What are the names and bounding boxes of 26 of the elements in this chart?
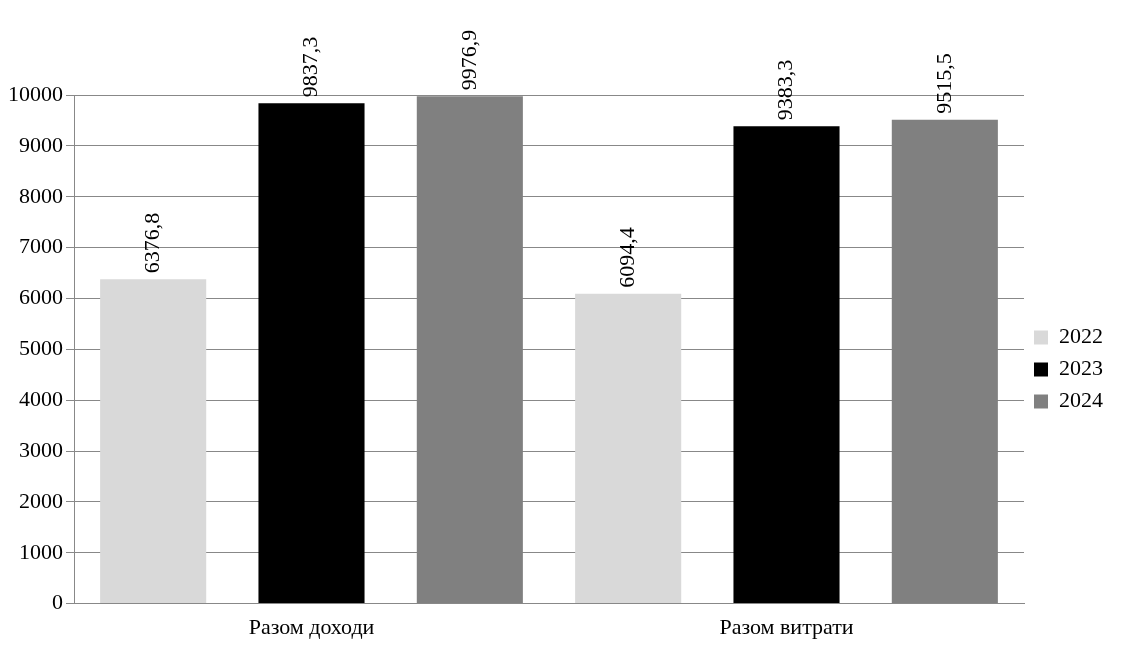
data-label: 9383,3 <box>772 59 798 121</box>
data-label: 9837,3 <box>297 36 323 98</box>
bar <box>575 293 682 604</box>
y-tick-label: 5000 <box>19 335 63 361</box>
y-tick-label: 1000 <box>19 538 63 564</box>
y-tick-label: 7000 <box>19 233 63 259</box>
x-tick-label: Разом витрати <box>719 613 854 639</box>
y-tick-label: 3000 <box>19 436 63 462</box>
data-label: 6094,4 <box>613 227 639 288</box>
y-tick-label: 2000 <box>19 487 63 513</box>
bar <box>733 126 840 604</box>
data-label: 9976,9 <box>455 29 481 91</box>
bar <box>258 103 365 604</box>
data-label: 9515,5 <box>930 53 956 114</box>
y-tick-label: 4000 <box>19 385 63 411</box>
data-label: 6376,8 <box>138 212 164 274</box>
legend-label: 2023 <box>1059 355 1103 381</box>
bar <box>100 279 207 604</box>
y-tick-label: 0 <box>52 589 63 615</box>
y-tick-label: 9000 <box>19 131 63 157</box>
legend-label: 2022 <box>1059 323 1103 349</box>
y-tick-label: 6000 <box>19 284 63 310</box>
y-tick-label: 8000 <box>19 182 63 208</box>
y-tick-label: 10000 <box>8 80 63 106</box>
x-tick-label: Разом доходи <box>248 613 375 639</box>
legend-label: 2024 <box>1059 387 1103 413</box>
